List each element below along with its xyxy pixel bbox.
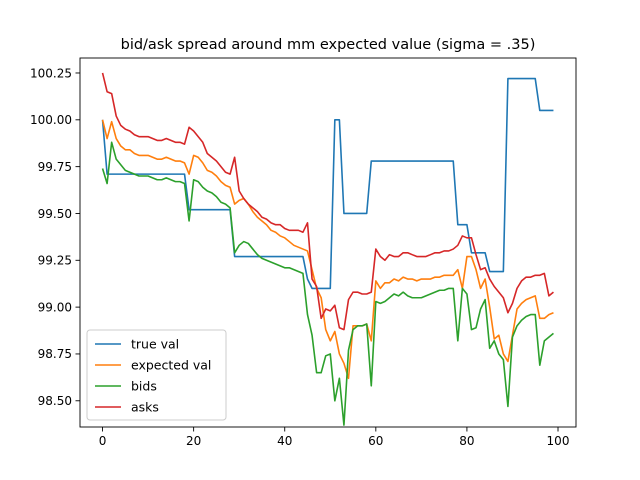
legend: true val expected val bids asks <box>86 329 227 421</box>
x-axis: 0 20 40 60 80 100 <box>99 427 570 448</box>
series-line-bids <box>101 141 554 426</box>
x-tick-label: 60 <box>368 434 383 448</box>
y-tick-label: 100.25 <box>30 66 72 80</box>
legend-box <box>86 329 227 421</box>
legend-label: expected val <box>131 358 211 373</box>
series-line-asks <box>101 72 554 331</box>
y-tick-label: 99.25 <box>38 254 72 268</box>
plot-lines <box>101 72 554 426</box>
legend-label: true val <box>131 337 179 352</box>
y-tick-label: 99.50 <box>38 207 72 221</box>
y-axis: 98.50 98.75 99.00 99.25 99.50 99.75 100.00 100.… <box>30 66 80 408</box>
y-tick-label: 98.75 <box>38 347 72 361</box>
series-line-expected-val <box>101 119 554 380</box>
y-tick-label: 100.00 <box>30 113 72 127</box>
legend-label: bids <box>131 379 157 394</box>
x-tick-label: 80 <box>459 434 474 448</box>
x-tick-label: 100 <box>547 434 570 448</box>
x-tick-label: 40 <box>277 434 292 448</box>
legend-label: asks <box>131 400 159 415</box>
y-tick-label: 99.75 <box>38 160 72 174</box>
y-tick-label: 99.00 <box>38 300 72 314</box>
x-tick-label: 20 <box>186 434 201 448</box>
axes-frame <box>79 57 577 428</box>
chart-title: bid/ask spread around mm expected value … <box>121 37 536 53</box>
x-tick-label: 0 <box>99 434 107 448</box>
series-line-true-val <box>101 77 554 290</box>
y-tick-label: 98.50 <box>38 394 72 408</box>
